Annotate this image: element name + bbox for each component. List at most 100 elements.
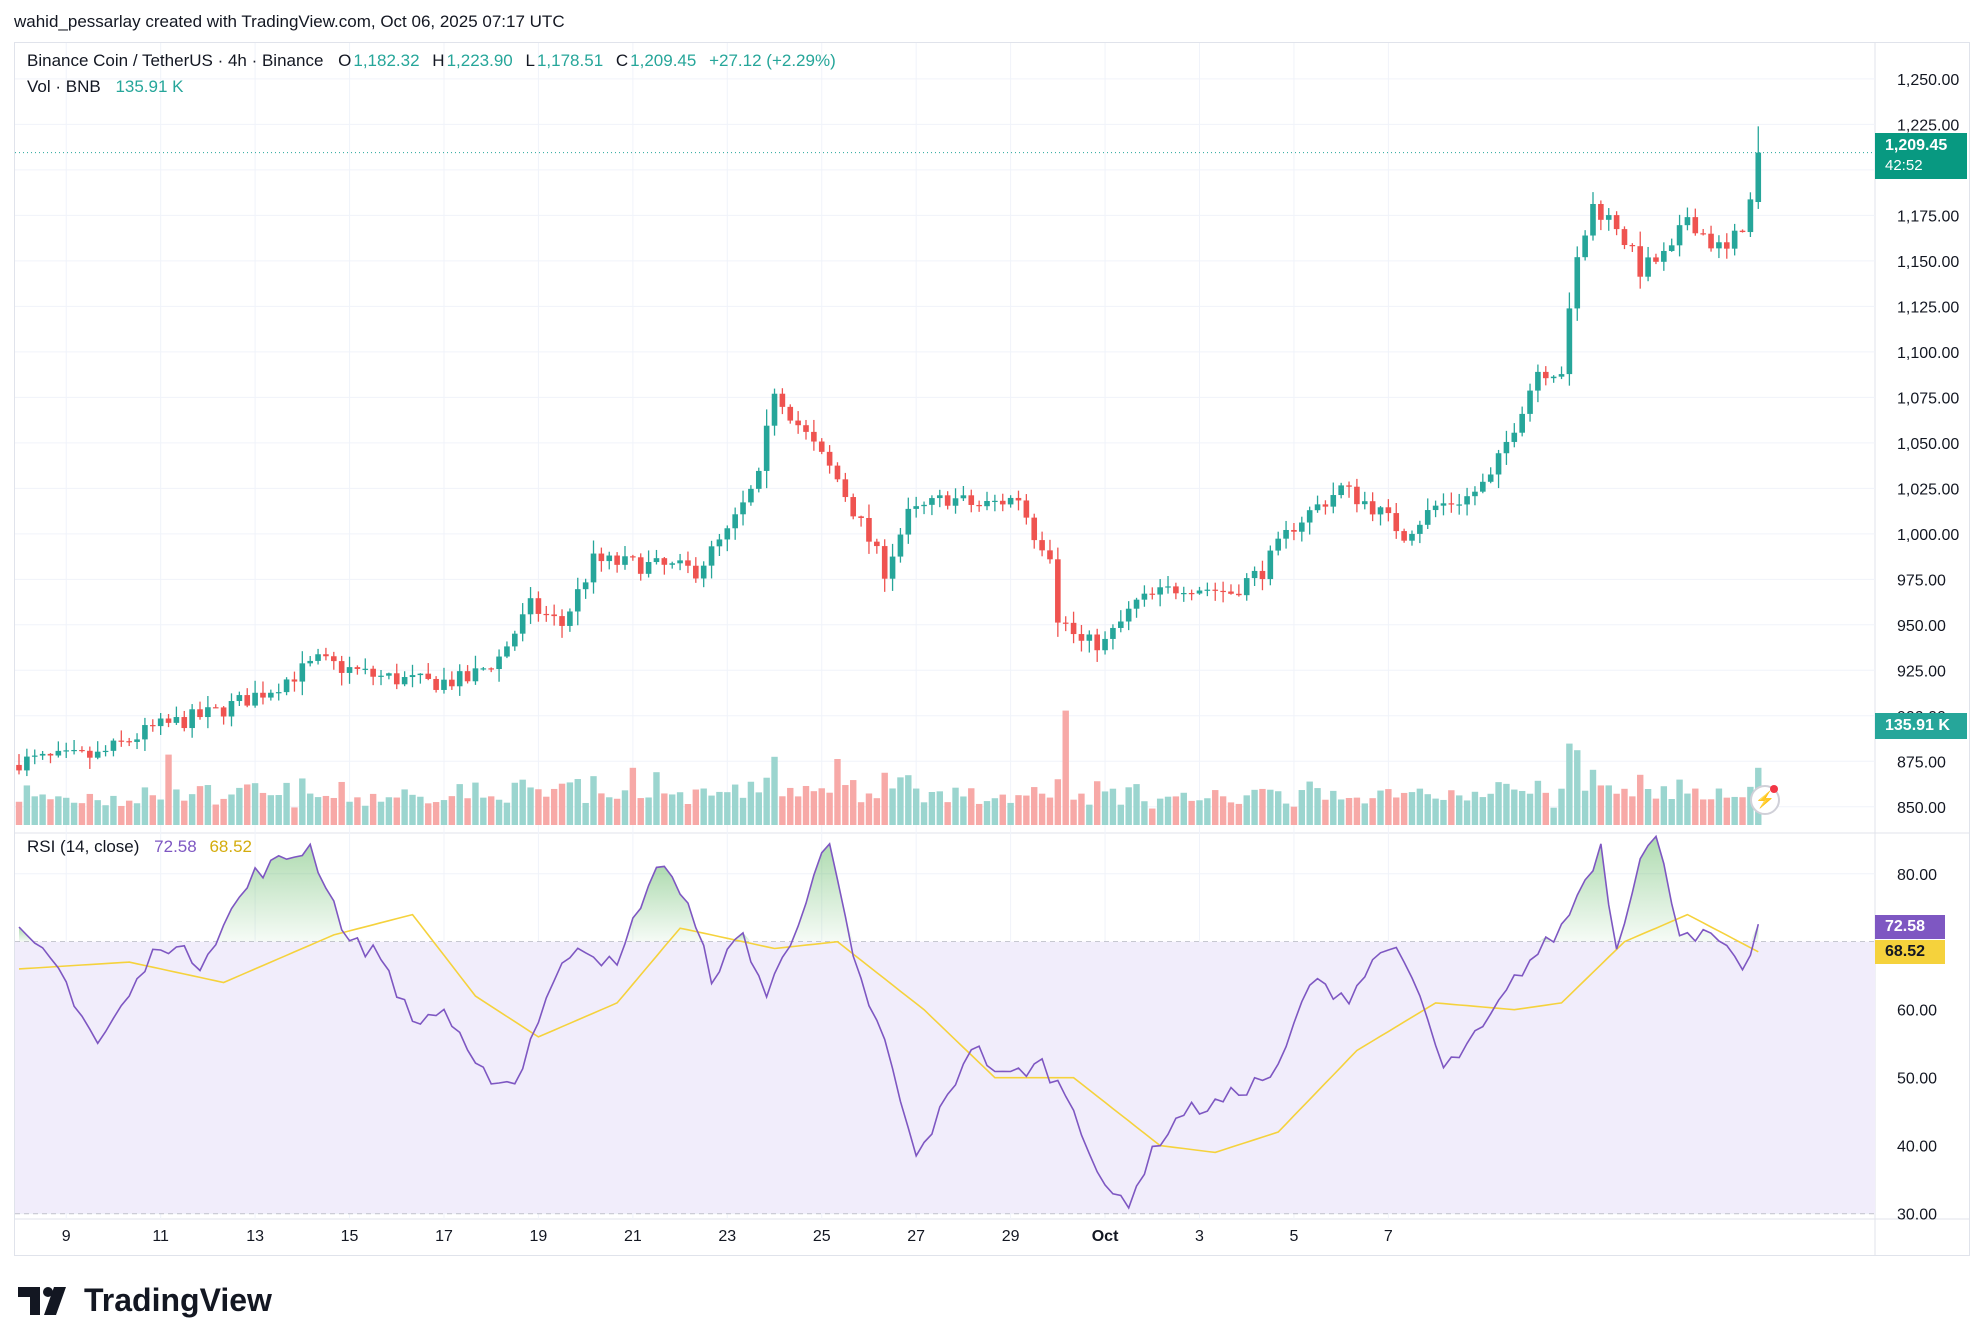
rsi-label[interactable]: RSI (14, close) xyxy=(27,837,140,856)
candle-body xyxy=(1204,589,1211,591)
candle-body xyxy=(1676,225,1683,246)
volume-bar xyxy=(31,796,38,825)
volume-bar xyxy=(1731,796,1738,825)
rsi-ma-value: 68.52 xyxy=(209,837,252,856)
candle-body xyxy=(693,565,699,579)
volume-bar xyxy=(1180,792,1187,825)
volume-bar xyxy=(1322,799,1329,825)
volume-bar xyxy=(700,788,707,825)
volume-bar xyxy=(739,797,747,825)
time-tick-label: 23 xyxy=(718,1228,736,1245)
candle-body xyxy=(874,541,880,547)
candle-body xyxy=(512,633,518,647)
close-label: C xyxy=(615,51,629,70)
candle-body xyxy=(189,709,195,729)
candle-body xyxy=(1055,559,1061,623)
volume-bar xyxy=(157,799,164,825)
alert-dot xyxy=(1770,785,1778,793)
volume-bar xyxy=(204,785,212,825)
chart-canvas[interactable]: 1,250.001,225.001,200.001,175.001,150.00… xyxy=(15,43,1969,1255)
candle-body xyxy=(315,654,321,661)
candle-body xyxy=(1314,504,1321,511)
time-tick-label: 17 xyxy=(435,1228,453,1245)
volume-bar xyxy=(684,804,692,825)
candle-body xyxy=(1409,533,1415,541)
candle-body xyxy=(614,555,620,565)
volume-bar xyxy=(1078,793,1085,825)
time-tick-label: 13 xyxy=(246,1228,264,1245)
candle-body xyxy=(724,528,731,540)
volume-bar xyxy=(944,802,951,825)
candle-body xyxy=(1023,500,1030,518)
volume-bar xyxy=(566,782,574,825)
volume-bar xyxy=(1613,793,1620,825)
volume-bar xyxy=(669,794,676,825)
volume-bar xyxy=(299,778,306,825)
candle-body xyxy=(881,546,888,579)
volume-bar xyxy=(794,796,802,825)
volume-bar xyxy=(385,797,393,825)
price-tick-label: 925.00 xyxy=(1897,663,1946,680)
rsi-tag: 72.58 xyxy=(1875,915,1945,939)
candle-body xyxy=(449,679,455,687)
volume-bar xyxy=(118,805,125,825)
volume-bar xyxy=(519,779,526,825)
candle-body xyxy=(1590,203,1596,236)
volume-bar xyxy=(779,796,786,825)
candle-body xyxy=(157,718,164,727)
volume-bar xyxy=(1550,807,1557,825)
candle-body xyxy=(1503,441,1510,454)
symbol-name[interactable]: Binance Coin / TetherUS · 4h · Binance xyxy=(27,51,324,70)
price-tick-label: 1,225.00 xyxy=(1897,117,1959,134)
volume-bar xyxy=(448,796,456,825)
volume-bar xyxy=(1715,788,1723,825)
candle-body xyxy=(338,661,345,673)
volume-bar xyxy=(763,777,770,825)
open-value: 1,182.32 xyxy=(353,51,420,70)
volume-bar xyxy=(1597,785,1605,825)
candle-body xyxy=(102,750,109,753)
volume-bar xyxy=(1566,743,1573,825)
volume-bar xyxy=(873,798,881,825)
volume-bar xyxy=(1416,788,1424,825)
candle-body xyxy=(181,717,188,729)
volume-bar xyxy=(440,800,448,825)
candle-body xyxy=(1338,485,1344,496)
volume-bar xyxy=(228,794,235,825)
candle-body xyxy=(1755,152,1762,203)
volume-bar xyxy=(1267,789,1274,825)
price-tick-label: 1,000.00 xyxy=(1897,527,1959,544)
chart-frame[interactable]: 1,250.001,225.001,200.001,175.001,150.00… xyxy=(14,42,1970,1256)
open-label: O xyxy=(338,51,352,70)
volume-bar xyxy=(1212,790,1219,825)
price-legend: Binance Coin / TetherUS · 4h · Binance O… xyxy=(27,51,838,71)
candle-body xyxy=(1629,245,1636,247)
candle-body xyxy=(1070,622,1077,635)
lightning-icon[interactable]: ⚡ xyxy=(1750,785,1780,815)
volume-bar xyxy=(850,780,857,825)
candle-body xyxy=(1149,593,1156,595)
candle-body xyxy=(1369,501,1376,515)
candle-body xyxy=(755,470,762,489)
volume-bar xyxy=(582,802,589,825)
candle-body xyxy=(740,502,746,515)
candle-body xyxy=(960,495,967,499)
candle-body xyxy=(708,546,715,566)
candle-body xyxy=(1007,497,1014,505)
candle-body xyxy=(858,516,864,518)
volume-bar xyxy=(330,797,337,825)
volume-value: 135.91 K xyxy=(115,77,184,96)
volume-label[interactable]: Vol · BNB xyxy=(27,77,101,96)
candle-body xyxy=(1180,593,1187,595)
volume-bar xyxy=(1062,710,1069,825)
candle-body xyxy=(779,393,786,407)
candle-body xyxy=(598,553,605,562)
rsi-overbought-fill xyxy=(1750,924,1759,942)
volume-bar xyxy=(251,783,259,825)
candle-body xyxy=(401,677,408,685)
candle-body xyxy=(197,709,203,718)
tradingview-logo[interactable]: TradingView xyxy=(18,1282,272,1319)
candle-body xyxy=(519,614,526,634)
rsi-band xyxy=(15,941,1875,1214)
candle-body xyxy=(1661,250,1667,262)
